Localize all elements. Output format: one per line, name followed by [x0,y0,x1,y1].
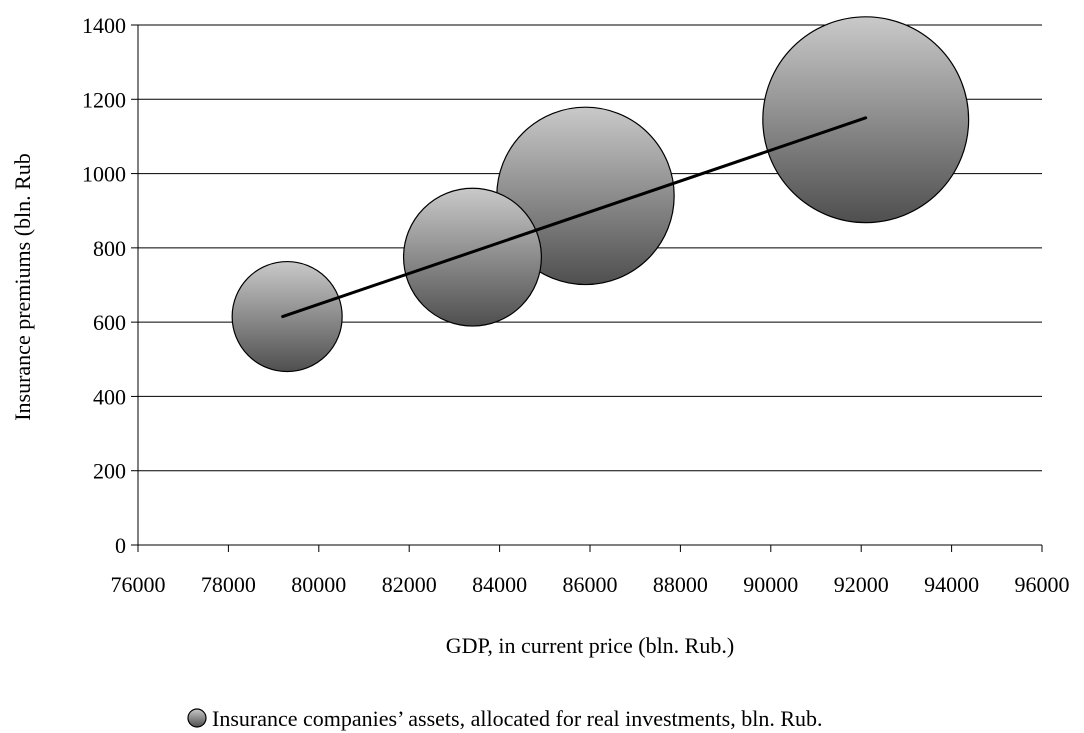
x-tick-label: 76000 [111,572,166,597]
y-axis-title: Insurance premiums (bln. Rub [10,153,35,421]
y-tick-label: 1000 [82,162,126,187]
x-tick-label: 80000 [291,572,346,597]
y-tick-label: 600 [93,310,126,335]
data-bubble [402,187,542,327]
x-tick-label: 78000 [201,572,256,597]
trendline [281,116,868,319]
legend-label: Insurance companies’ assets, allocated f… [212,706,823,731]
x-tick-label: 86000 [563,572,618,597]
axes [131,24,1043,552]
legend: Insurance companies’ assets, allocated f… [187,706,823,731]
y-tick-label: 1400 [82,13,126,38]
x-tick-label: 96000 [1015,572,1070,597]
y-tick-label: 200 [93,459,126,484]
x-tick-label: 92000 [834,572,889,597]
y-tick-label: 1200 [82,87,126,112]
y-tick-label: 400 [93,384,126,409]
y-tick-label: 0 [115,533,126,558]
x-axis-title: GDP, in current price (bln. Rub.) [446,633,734,658]
x-tick-label: 94000 [924,572,979,597]
trend-line [281,116,868,319]
tick-labels: 0 200 400 600 800 1000 1200 1400 76000 78000 80000… [82,13,1070,597]
x-tick-label: 84000 [472,572,527,597]
legend-marker [187,708,207,728]
bubbles [231,16,970,373]
x-tick-label: 90000 [743,572,798,597]
data-bubble [762,16,970,224]
x-tick-label: 88000 [653,572,708,597]
y-tick-label: 800 [93,236,126,261]
x-tick-label: 82000 [382,572,437,597]
